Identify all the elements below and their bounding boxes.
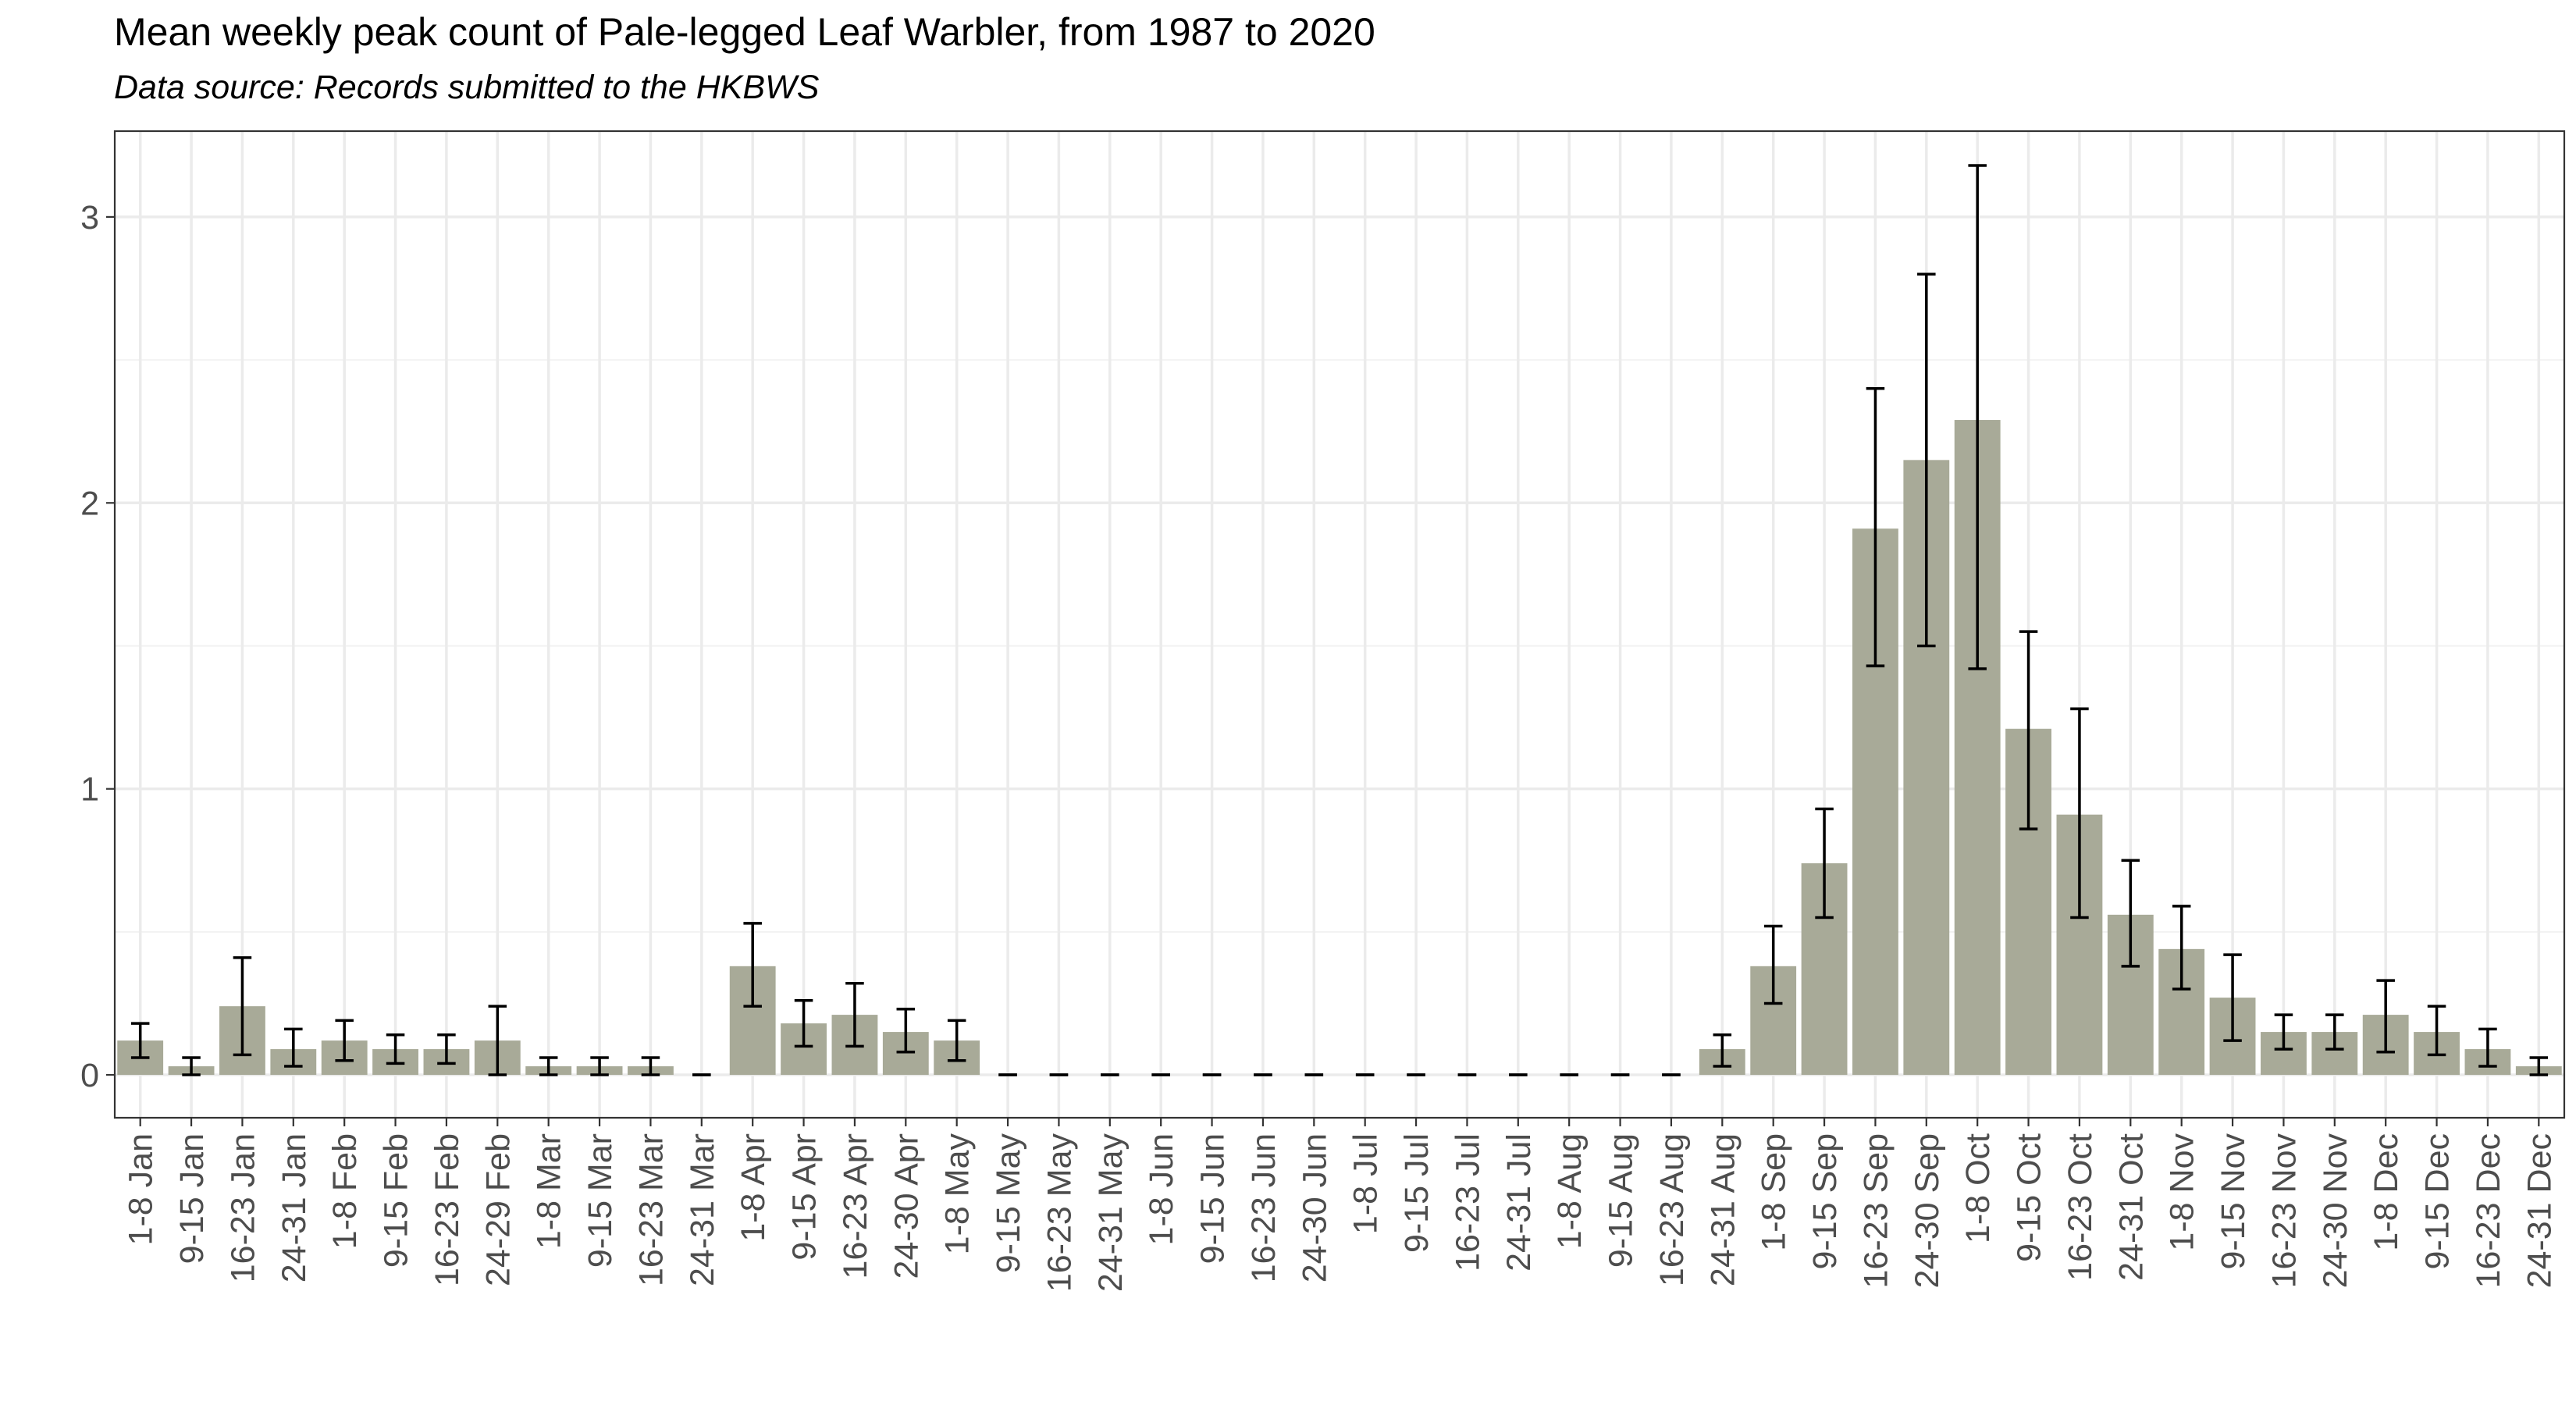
chart-title: Mean weekly peak count of Pale-legged Le… [114,10,1375,54]
x-tick-label: 9-15 Feb [378,1133,415,1268]
error-bar [947,1019,966,1062]
x-tick-label: 16-23 Nov [2265,1133,2303,1289]
y-tick-label: 0 [80,1057,99,1094]
x-tick-label: 16-23 Oct [2062,1133,2099,1281]
x-tick-label: 24-31 Aug [1704,1133,1742,1286]
x-tick-label: 9-15 Dec [2419,1133,2457,1269]
x-tick-label: 9-15 Oct [2011,1133,2048,1262]
x-tick-label: 24-30 Sep [1909,1133,1946,1288]
x-tick-label: 1-8 Sep [1756,1133,1793,1251]
x-tick-label: 9-15 Jul [1398,1133,1436,1253]
x-tick-label: 9-15 Sep [1806,1133,1844,1270]
error-bar [2478,1027,2497,1068]
error-bar [1917,272,1936,648]
error-bar [1968,164,1987,670]
x-tick-label: 16-23 Jun [1245,1133,1283,1282]
x-tick-label: 16-23 Jan [224,1133,262,1282]
error-bar [233,956,252,1057]
x-tick-label: 1-8 Mar [531,1133,568,1249]
x-tick-label: 9-15 Aug [1603,1133,1640,1268]
grid-layer [115,131,2564,1118]
error-bar [1815,807,1834,919]
error-bar [130,1022,150,1059]
plot-panel [115,131,2564,1118]
errorbar-layer [130,164,2549,1076]
error-bar [335,1019,354,1062]
x-tick-label: 9-15 Jan [173,1133,211,1264]
error-bar [1713,1033,1732,1068]
x-tick-label: 1-8 Nov [2164,1133,2201,1251]
x-tick-label: 16-23 Dec [2470,1133,2507,1288]
x-tick-label: 1-8 Jul [1347,1133,1385,1234]
x-tick-label: 24-29 Feb [479,1133,517,1286]
x-tick-label: 1-8 May [939,1133,977,1255]
y-tick-label: 1 [80,771,99,809]
x-tick-label: 24-31 Mar [684,1133,721,1286]
x-tick-label: 1-8 Dec [2368,1133,2405,1251]
x-tick-label: 9-15 Jun [1194,1133,1232,1264]
x-tick-label: 16-23 Jul [1449,1133,1486,1272]
x-tick-label: 24-31 Jan [276,1133,313,1282]
error-bar [284,1027,303,1068]
x-tick-label: 9-15 Nov [2215,1133,2252,1270]
error-bar [641,1056,660,1076]
x-tick-label: 16-23 Sep [1857,1133,1895,1288]
y-tick-label: 2 [80,485,99,522]
x-tick-label: 1-8 Oct [1959,1133,1997,1243]
error-bar [539,1056,558,1076]
error-bar [2019,630,2038,831]
x-tick-label: 1-8 Aug [1551,1133,1589,1249]
error-bar [845,982,864,1048]
error-bar [2325,1013,2344,1051]
x-tick-label: 9-15 Apr [786,1133,824,1261]
error-bar [488,1005,507,1076]
x-tick-label: 16-23 Aug [1653,1133,1691,1286]
error-bar [794,999,813,1048]
error-bar [2172,905,2191,991]
error-bar [2427,1005,2446,1057]
x-tick-label: 24-30 Apr [888,1133,925,1279]
error-bar [743,922,762,1008]
x-tick-label: 1-8 Jan [123,1133,160,1245]
error-bar [2070,707,2089,919]
error-bar [386,1033,405,1065]
error-bar [182,1056,201,1076]
x-tick-label: 24-31 Jul [1500,1133,1538,1272]
x-tick-label: 16-23 Feb [429,1133,466,1286]
x-tick-label: 9-15 May [990,1133,1027,1274]
error-bar [2223,953,2242,1042]
x-tick-label: 16-23 Apr [837,1133,874,1279]
x-tick-label: 16-23 Mar [632,1133,670,1286]
x-tick-label: 24-31 Dec [2521,1133,2558,1288]
error-bar [590,1056,609,1076]
error-bar [437,1033,456,1065]
axis-layer: 0 1 2 3 1-8 Jan 9-15 Jan 16-23 Jan 24-31 Jan 1-8… [80,199,2558,1292]
plot-border [113,130,2566,1119]
x-tick-label: 24-30 Nov [2317,1133,2354,1289]
error-bar [2274,1013,2293,1051]
x-tick-label: 24-31 May [1092,1133,1130,1293]
error-bar [1866,386,1885,667]
chart-subtitle: Data source: Records submitted to the HK… [114,69,820,106]
x-tick-label: 24-31 Oct [2112,1133,2150,1281]
error-bar [2376,979,2395,1054]
error-bar [2529,1056,2549,1076]
error-bar [896,1008,916,1054]
x-tick-label: 9-15 Mar [582,1133,619,1268]
x-tick-label: 1-8 Apr [735,1133,772,1242]
x-tick-label: 16-23 May [1041,1133,1078,1293]
x-tick-label: 24-30 Jun [1296,1133,1333,1282]
y-tick-label: 3 [80,199,99,237]
error-bar [2121,859,2140,968]
error-bar [1763,924,1783,1005]
x-tick-label: 1-8 Jun [1143,1133,1180,1245]
x-tick-label: 1-8 Feb [326,1133,364,1249]
